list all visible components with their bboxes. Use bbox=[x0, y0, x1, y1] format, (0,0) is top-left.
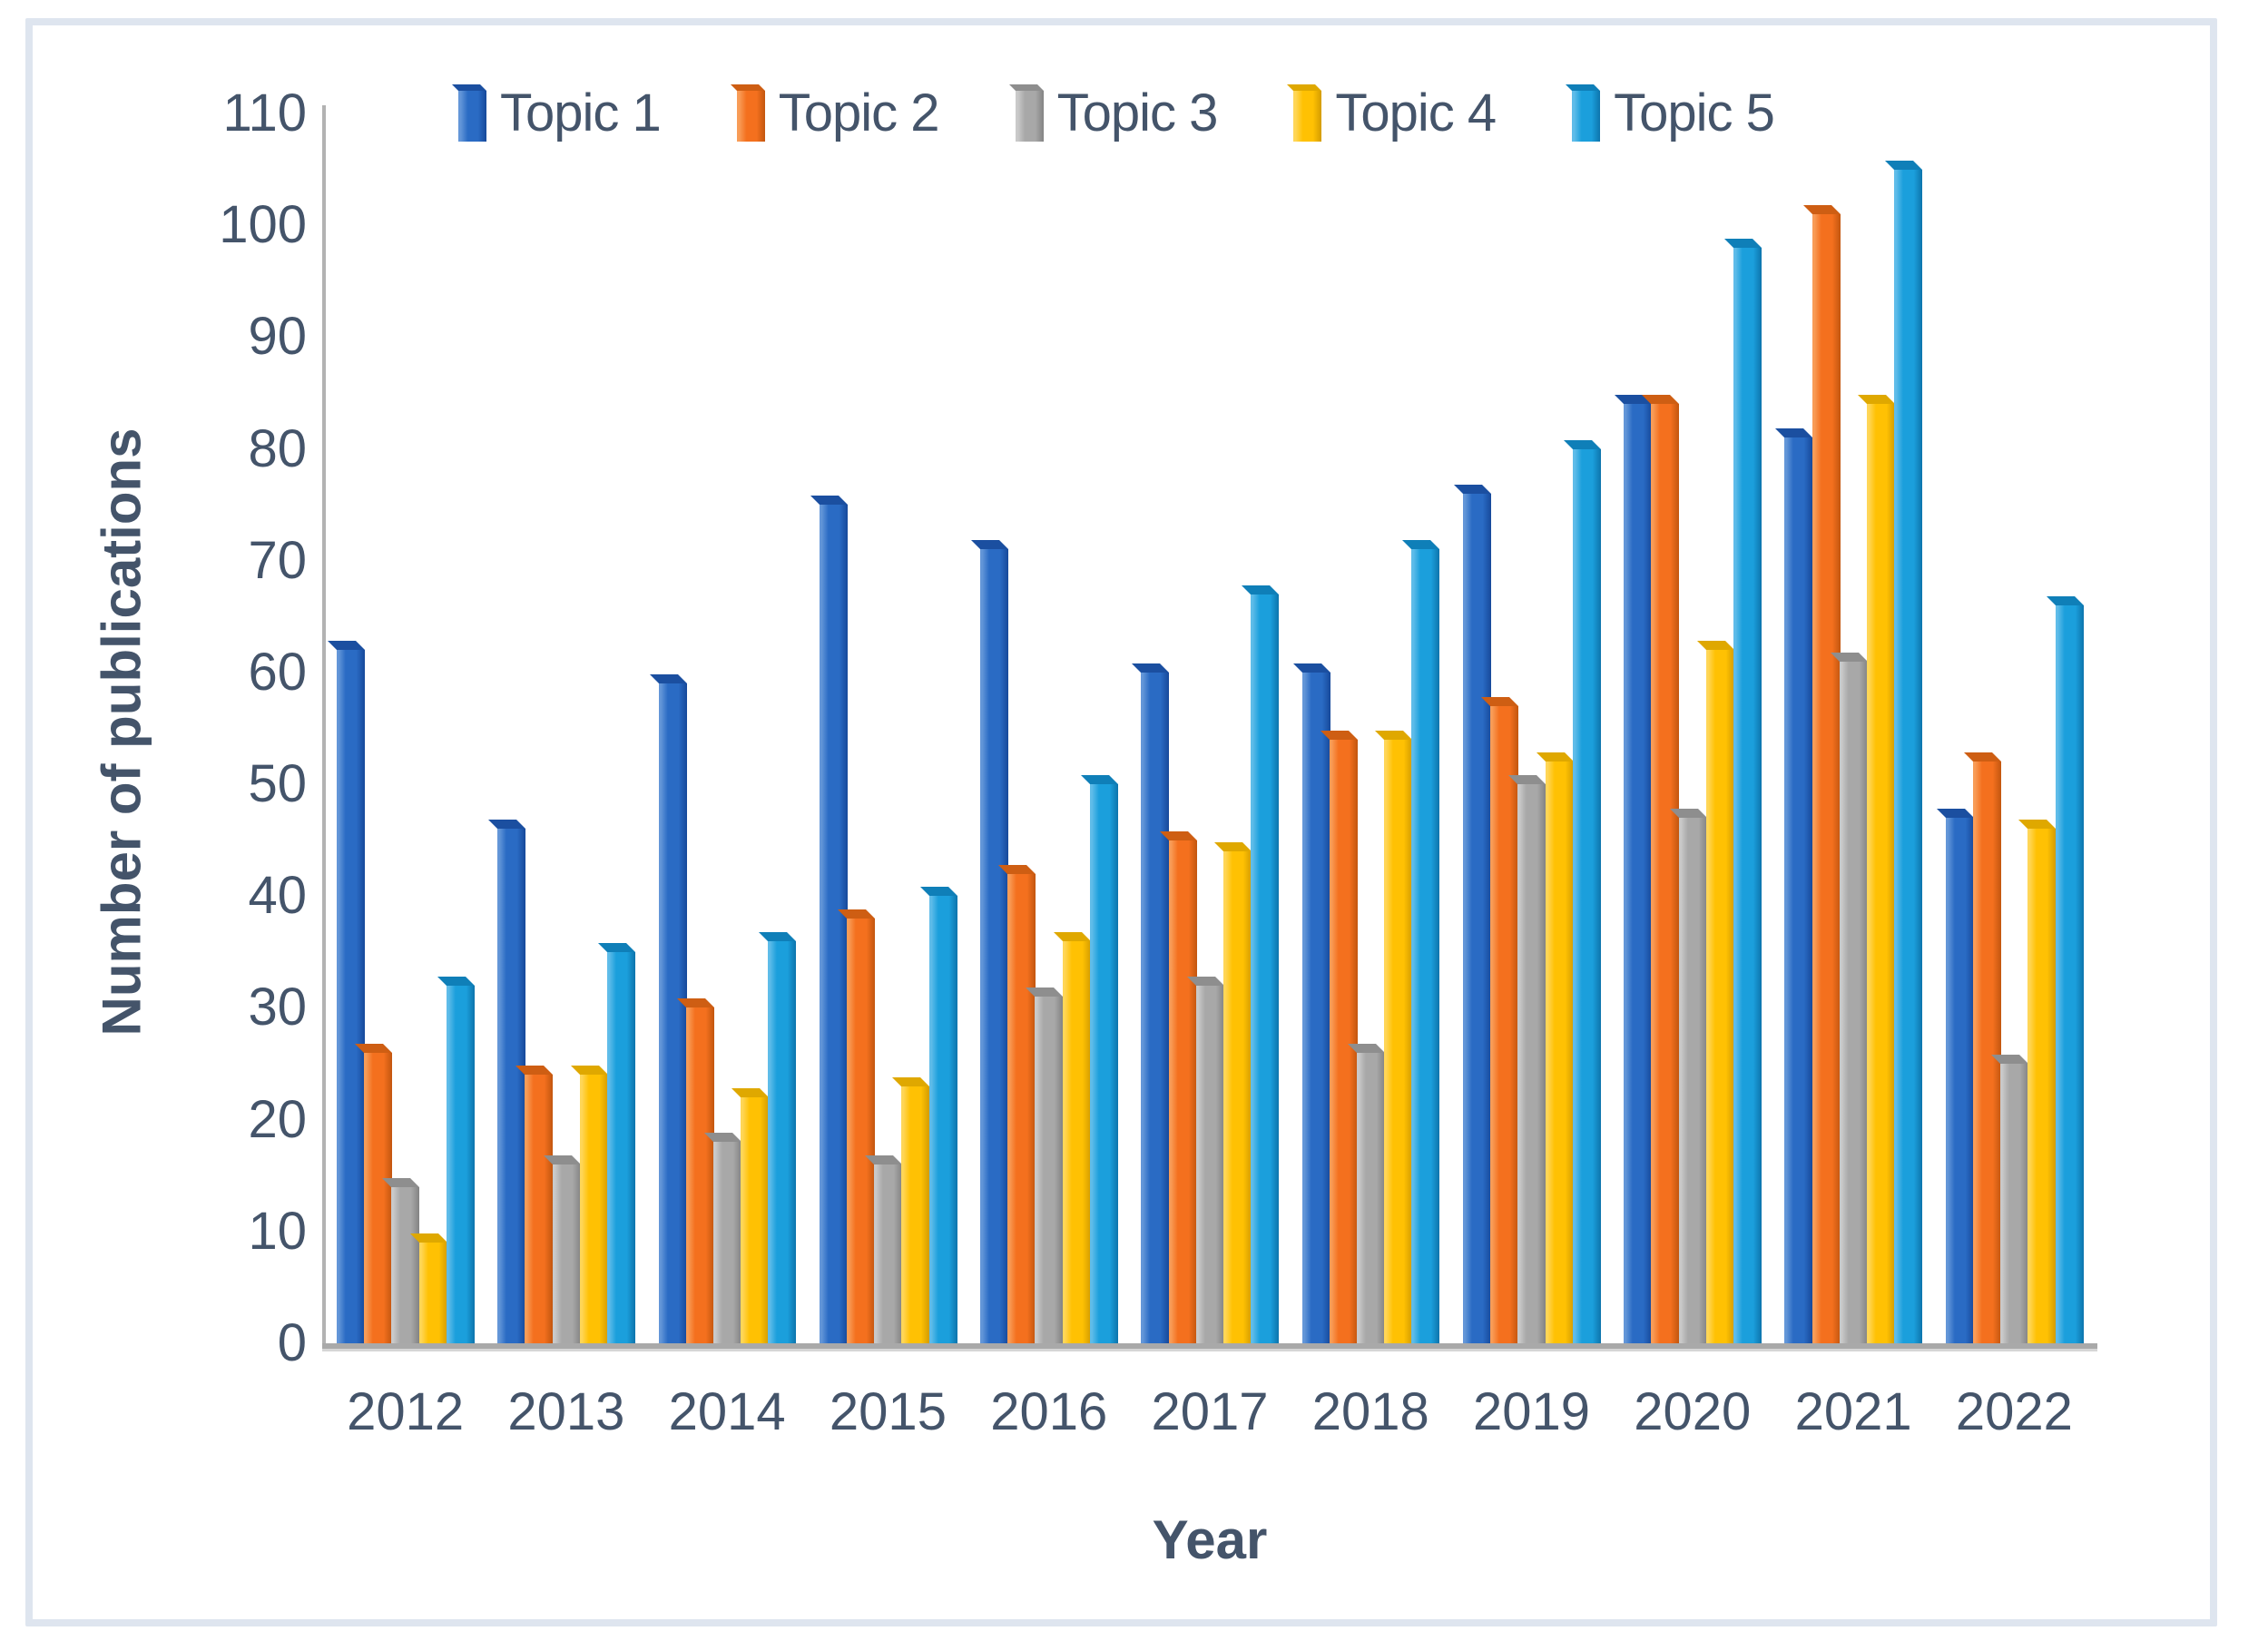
bar-topic-3-2013 bbox=[552, 1164, 581, 1343]
legend: Topic 1 Topic 2 Topic 3 Topic 4 Topic 5 bbox=[458, 78, 1775, 149]
bar-topic-1-2014 bbox=[658, 683, 687, 1343]
bar-topic-5-2021 bbox=[1894, 169, 1923, 1343]
y-tick-label-70: 70 bbox=[248, 530, 307, 590]
y-tick-label-0: 0 bbox=[277, 1313, 307, 1372]
x-tick-label-2018: 2018 bbox=[1311, 1382, 1429, 1441]
legend-item-topic-1: Topic 1 bbox=[458, 78, 662, 149]
bar-topic-2-2016 bbox=[1007, 873, 1036, 1343]
legend-swatch-icon bbox=[1293, 91, 1322, 142]
legend-label: Topic 2 bbox=[778, 84, 940, 142]
bar-topic-5-2015 bbox=[928, 896, 957, 1343]
x-tick-label-2022: 2022 bbox=[1955, 1382, 2073, 1441]
legend-item-topic-4: Topic 4 bbox=[1293, 78, 1497, 149]
bar-topic-3-2020 bbox=[1678, 818, 1707, 1343]
x-tick-label-2015: 2015 bbox=[829, 1382, 947, 1441]
legend-label: Topic 3 bbox=[1056, 84, 1219, 142]
y-tick-label-90: 90 bbox=[248, 307, 307, 367]
legend-label: Topic 4 bbox=[1335, 84, 1497, 142]
bar-topic-5-2020 bbox=[1733, 247, 1762, 1343]
legend-swatch-icon bbox=[1572, 91, 1601, 142]
bar-topic-2-2012 bbox=[364, 1052, 393, 1343]
x-tick-label-2013: 2013 bbox=[507, 1382, 625, 1441]
x-tick-label-2020: 2020 bbox=[1634, 1382, 1752, 1441]
y-tick-label-20: 20 bbox=[248, 1089, 307, 1149]
bar-topic-4-2021 bbox=[1867, 404, 1896, 1343]
legend-swatch-icon bbox=[736, 91, 765, 142]
bar-topic-4-2020 bbox=[1705, 650, 1734, 1343]
legend-label: Topic 1 bbox=[500, 84, 662, 142]
y-tick-label-60: 60 bbox=[248, 642, 307, 702]
bar-topic-4-2016 bbox=[1062, 940, 1091, 1343]
y-tick-label-110: 110 bbox=[222, 84, 307, 142]
x-axis-title: Year bbox=[1152, 1509, 1268, 1570]
bar-topic-2-2020 bbox=[1651, 404, 1680, 1343]
x-tick-label-2016: 2016 bbox=[990, 1382, 1108, 1441]
bar-topic-1-2015 bbox=[819, 505, 848, 1343]
x-tick-label-2021: 2021 bbox=[1794, 1382, 1912, 1441]
bar-topic-1-2017 bbox=[1141, 672, 1170, 1343]
bar-topic-4-2014 bbox=[741, 1097, 770, 1343]
bar-topic-1-2016 bbox=[980, 549, 1009, 1343]
legend-item-topic-5: Topic 5 bbox=[1572, 78, 1775, 149]
bar-topic-2-2021 bbox=[1811, 213, 1841, 1343]
bar-topic-1-2021 bbox=[1784, 437, 1813, 1343]
bar-topic-1-2018 bbox=[1301, 672, 1330, 1343]
x-tick-label-2017: 2017 bbox=[1151, 1382, 1269, 1441]
legend-swatch-icon bbox=[1015, 91, 1044, 142]
bar-topic-4-2017 bbox=[1222, 851, 1252, 1343]
x-tick-label-2014: 2014 bbox=[668, 1382, 786, 1441]
bar-topic-3-2015 bbox=[874, 1164, 903, 1343]
legend-label: Topic 5 bbox=[1614, 84, 1775, 142]
y-tick-label-50: 50 bbox=[248, 754, 307, 814]
bar-topic-1-2013 bbox=[497, 829, 526, 1343]
bar-topic-5-2022 bbox=[2055, 605, 2084, 1343]
bar-topic-4-2018 bbox=[1384, 739, 1413, 1343]
bar-topic-5-2012 bbox=[446, 985, 475, 1343]
bar-topic-2-2014 bbox=[685, 1007, 714, 1343]
legend-swatch-icon bbox=[458, 91, 486, 142]
x-tick-label-2019: 2019 bbox=[1473, 1382, 1591, 1441]
bar-topic-3-2014 bbox=[712, 1142, 741, 1343]
y-tick-label-30: 30 bbox=[248, 978, 307, 1037]
y-tick-label-80: 80 bbox=[248, 418, 307, 478]
bar-topic-2-2022 bbox=[1972, 762, 2001, 1343]
bar-topic-3-2012 bbox=[391, 1186, 420, 1343]
bar-topic-5-2013 bbox=[607, 951, 636, 1343]
bar-topic-2-2015 bbox=[847, 918, 876, 1343]
bar-topic-1-2012 bbox=[337, 650, 365, 1343]
legend-item-topic-2: Topic 2 bbox=[736, 78, 940, 149]
bar-topic-4-2012 bbox=[418, 1243, 447, 1343]
bar-topic-3-2018 bbox=[1357, 1052, 1386, 1343]
bar-topic-3-2017 bbox=[1195, 985, 1224, 1343]
bar-topic-5-2019 bbox=[1572, 448, 1601, 1343]
bar-topic-4-2019 bbox=[1545, 762, 1574, 1343]
y-tick-label-10: 10 bbox=[248, 1201, 307, 1261]
bar-topic-4-2015 bbox=[901, 1086, 930, 1343]
bar-topic-4-2013 bbox=[579, 1075, 608, 1343]
bar-topic-3-2016 bbox=[1035, 997, 1064, 1343]
bar-topic-3-2021 bbox=[1839, 661, 1868, 1343]
bar-topic-2-2019 bbox=[1490, 705, 1519, 1343]
bar-topic-4-2022 bbox=[2027, 829, 2057, 1343]
bar-topic-5-2017 bbox=[1251, 594, 1280, 1343]
bar-topic-5-2016 bbox=[1089, 784, 1118, 1343]
y-tick-label-100: 100 bbox=[219, 195, 307, 255]
y-axis-line bbox=[322, 105, 326, 1345]
bar-topic-5-2014 bbox=[768, 940, 797, 1343]
bar-topic-3-2022 bbox=[2000, 1064, 2029, 1343]
bar-topic-3-2019 bbox=[1517, 784, 1546, 1343]
bar-topic-2-2018 bbox=[1329, 739, 1358, 1343]
bar-topic-2-2017 bbox=[1168, 840, 1197, 1343]
bar-topic-1-2019 bbox=[1462, 493, 1491, 1343]
bar-topic-1-2022 bbox=[1945, 818, 1974, 1343]
legend-item-topic-3: Topic 3 bbox=[1015, 78, 1219, 149]
bar-topic-2-2013 bbox=[525, 1075, 554, 1343]
x-tick-label-2012: 2012 bbox=[347, 1382, 465, 1441]
bar-topic-5-2018 bbox=[1411, 549, 1440, 1343]
bar-topic-1-2020 bbox=[1624, 404, 1653, 1343]
x-axis-line bbox=[322, 1343, 2097, 1351]
y-tick-label-40: 40 bbox=[248, 866, 307, 926]
